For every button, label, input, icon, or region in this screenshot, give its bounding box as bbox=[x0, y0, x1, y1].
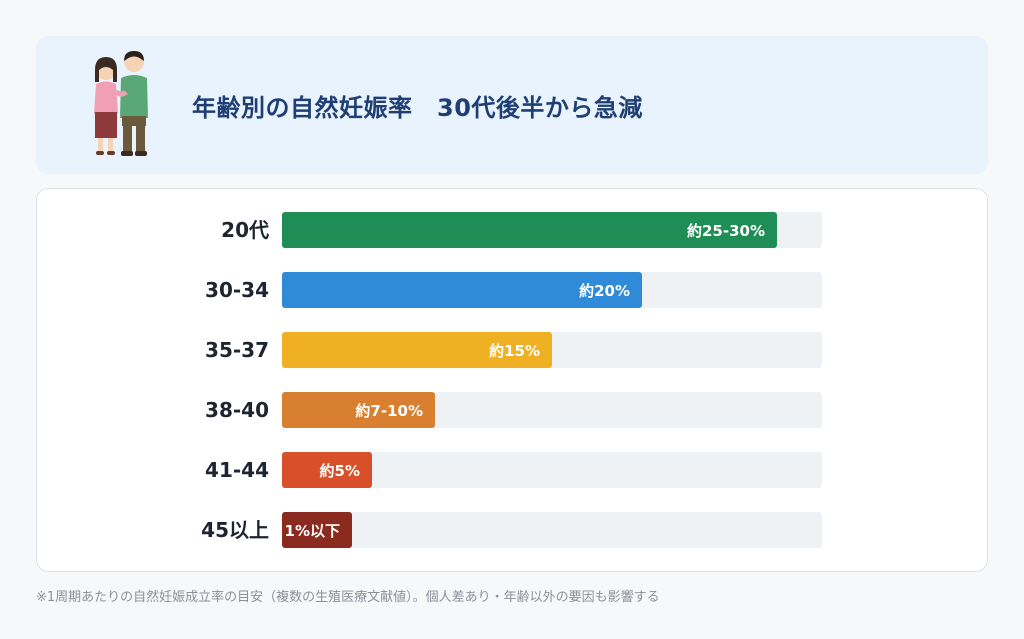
bar-value-label: 約15% bbox=[489, 342, 540, 360]
bar-track bbox=[282, 452, 822, 488]
bar-45以上 bbox=[282, 512, 352, 548]
bar-value-label: 約5% bbox=[320, 462, 360, 480]
header-panel: 年齢別の自然妊娠率 30代後半から急減 bbox=[36, 36, 988, 174]
bar-value-label: 1%以下 bbox=[285, 522, 340, 540]
category-label: 41-44 bbox=[205, 458, 269, 482]
category-label: 30-34 bbox=[205, 278, 269, 302]
bar-41-44 bbox=[282, 452, 372, 488]
category-label: 20代 bbox=[221, 218, 269, 242]
category-label: 38-40 bbox=[205, 398, 269, 422]
bar-38-40 bbox=[282, 392, 435, 428]
bar-value-label: 約25-30% bbox=[687, 222, 765, 240]
category-label: 45以上 bbox=[201, 518, 269, 542]
bar-35-37 bbox=[282, 332, 552, 368]
bar-value-label: 約7-10% bbox=[355, 402, 423, 420]
chart: 約25-30% 約20% 約15% 約7-10% 約5% 1%以下 bbox=[282, 212, 822, 548]
chart-card: 約25-30% 約20% 約15% 約7-10% 約5% 1%以下 20代 30-34 35-… bbox=[36, 188, 988, 572]
bar-20代 bbox=[282, 212, 777, 248]
couple-illustration bbox=[94, 51, 148, 156]
bar-value-label: 約20% bbox=[579, 282, 630, 300]
bar-track bbox=[282, 512, 822, 548]
footnote: ※1周期あたりの自然妊娠成立率の目安（複数の生殖医療文献値）。個人差あり・年齢以… bbox=[36, 590, 660, 605]
page-title: 年齢別の自然妊娠率 30代後半から急減 bbox=[192, 94, 643, 122]
category-label: 35-37 bbox=[205, 338, 269, 362]
bar-30-34 bbox=[282, 272, 642, 308]
